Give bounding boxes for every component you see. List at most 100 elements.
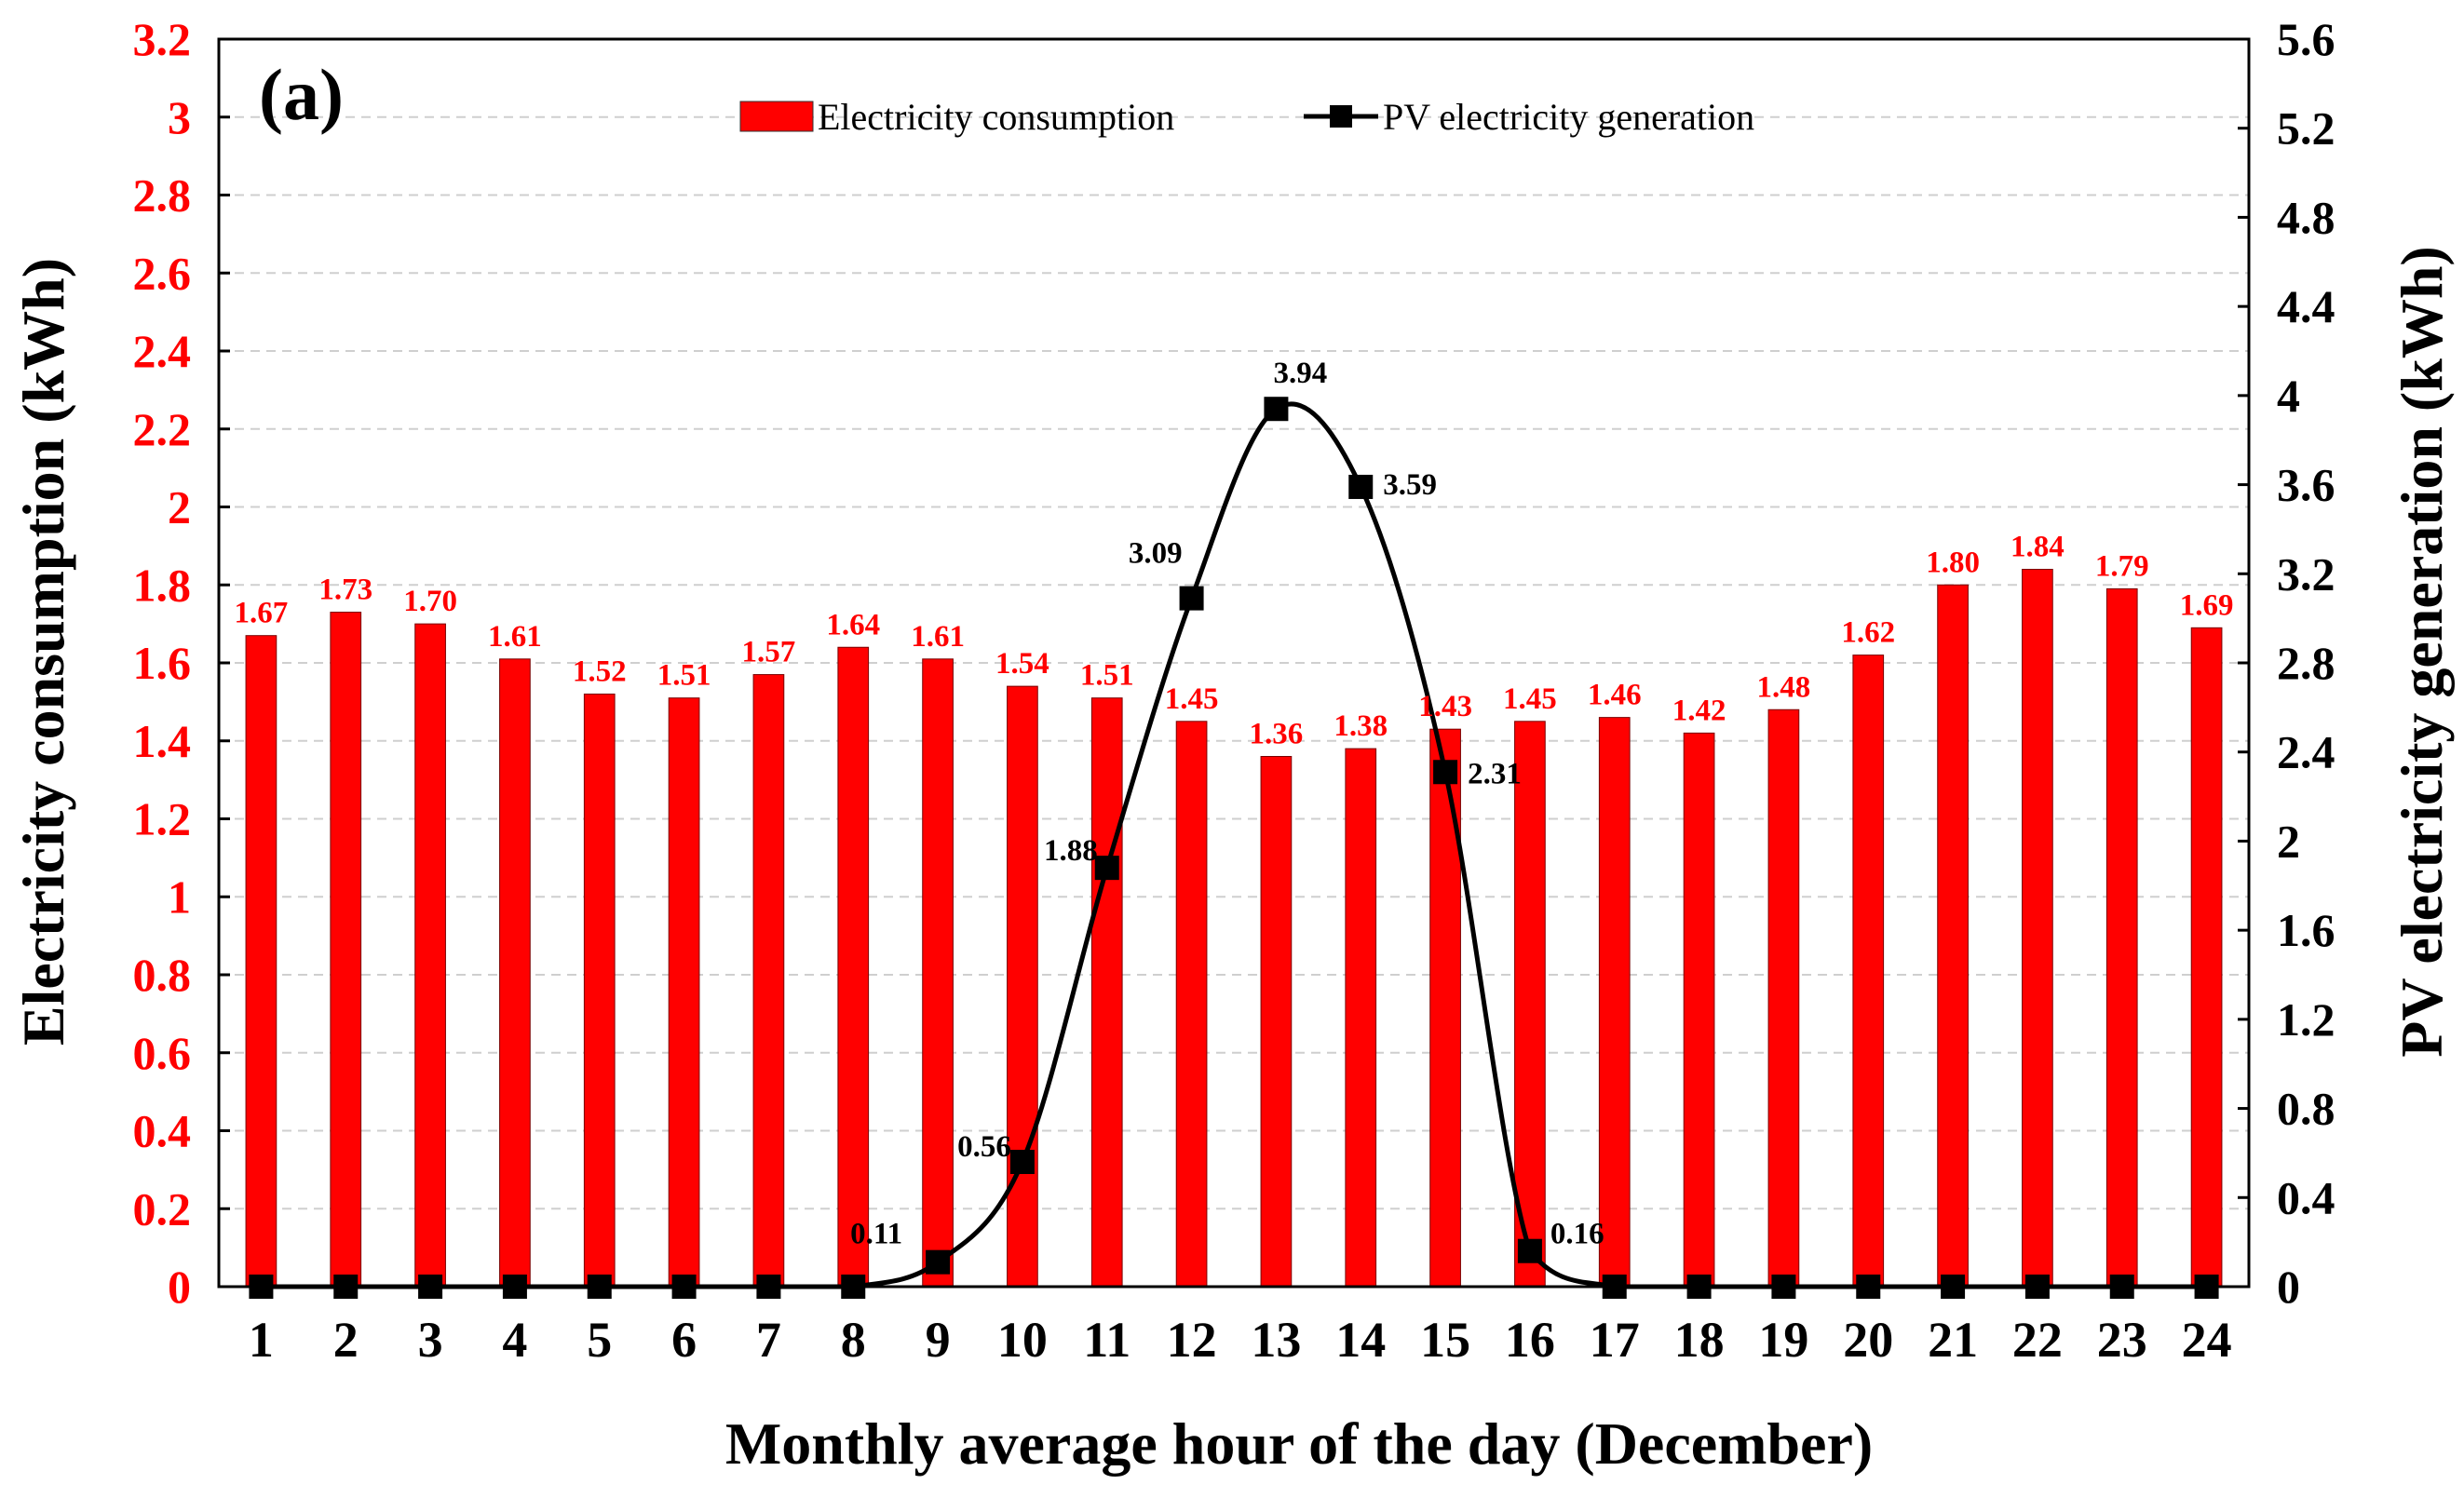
axes-layer: 0 0.2 0.4 0.6 0.8 1 1.2 1.4 1.6 1.8 2 2.2 2.4 2.6 2.8 3… xyxy=(133,13,2335,1368)
bars-layer xyxy=(245,569,2223,1288)
consumption-value-label: 1.79 xyxy=(2095,549,2149,583)
y-right-tick-label: 2 xyxy=(2277,815,2300,867)
y-right-tick-label: 4 xyxy=(2277,370,2300,422)
pv-value-label: 3.94 xyxy=(1274,357,1328,390)
y-left-tick-label: 3 xyxy=(168,91,191,143)
consumption-bar xyxy=(1937,584,1969,1288)
y-right-tick-label: 4.4 xyxy=(2277,280,2335,332)
x-tick-label: 17 xyxy=(1590,1312,1640,1368)
consumption-value-label: 1.36 xyxy=(1250,718,1304,751)
y-right-tick-label: 1.2 xyxy=(2277,993,2335,1046)
consumption-bar xyxy=(1767,709,1800,1288)
consumption-bar xyxy=(499,658,531,1288)
x-tick-label: 2 xyxy=(333,1312,359,1368)
pv-value-label: 2.31 xyxy=(1468,757,1522,790)
consumption-value-label: 1.38 xyxy=(1334,709,1388,743)
consumption-value-label: 1.51 xyxy=(1080,659,1134,693)
y-right-tick-label: 5.6 xyxy=(2277,13,2335,65)
x-tick-label: 20 xyxy=(1843,1312,1893,1368)
legend-swatch-consumption xyxy=(739,101,814,132)
y-left-tick-label: 1.8 xyxy=(133,559,192,611)
x-tick-label: 13 xyxy=(1251,1312,1301,1368)
y-left-tick-label: 1 xyxy=(168,870,191,923)
consumption-value-label: 1.64 xyxy=(826,608,880,641)
consumption-bar xyxy=(1429,728,1461,1288)
pv-value-label: 3.09 xyxy=(1129,537,1183,571)
x-tick-label: 10 xyxy=(997,1312,1048,1368)
panel-label: (a) xyxy=(259,54,344,135)
pv-point-marker xyxy=(1433,760,1458,785)
x-tick-label: 21 xyxy=(1928,1312,1978,1368)
consumption-bar xyxy=(1345,748,1377,1288)
x-tick-label: 22 xyxy=(2012,1312,2063,1368)
x-tick-label: 7 xyxy=(756,1312,781,1368)
y-left-tick-label: 0.6 xyxy=(133,1027,192,1079)
consumption-value-label: 1.51 xyxy=(657,659,711,693)
legend: Electricity consumption PV electricity g… xyxy=(739,96,1754,138)
x-tick-label: 12 xyxy=(1167,1312,1217,1368)
x-tick-label: 14 xyxy=(1335,1312,1386,1368)
y-right-tick-label: 0.4 xyxy=(2277,1171,2335,1223)
pv-value-label: 0.16 xyxy=(1550,1218,1604,1251)
consumption-value-label: 1.67 xyxy=(235,597,289,630)
x-tick-label: 23 xyxy=(2097,1312,2147,1368)
pv-value-label: 0.56 xyxy=(957,1130,1011,1164)
consumption-bar xyxy=(1683,732,1715,1288)
consumption-bar xyxy=(1514,721,1546,1288)
consumption-value-label: 1.62 xyxy=(1841,616,1895,650)
y-left-tick-label: 2 xyxy=(168,481,191,533)
consumption-value-label: 1.61 xyxy=(488,620,542,654)
y-left-tick-label: 0.8 xyxy=(133,949,192,1001)
consumption-bar xyxy=(1090,697,1123,1288)
x-tick-label: 16 xyxy=(1505,1312,1555,1368)
consumption-bar xyxy=(2190,627,2223,1288)
y-right-tick-label: 0 xyxy=(2277,1261,2300,1313)
y-left-tick-label: 0.2 xyxy=(133,1182,192,1235)
consumption-value-label: 1.61 xyxy=(911,620,965,654)
pv-point-marker xyxy=(1264,397,1289,422)
y-left-tick-label: 0.4 xyxy=(133,1105,192,1157)
y-left-tick-label: 3.2 xyxy=(133,13,192,65)
grid-layer xyxy=(219,115,2249,1210)
consumption-bar xyxy=(752,674,785,1288)
labels-layer: 1.67 1.73 1.70 1.61 1.52 1.51 1.57 1.64 1.61 1.54… xyxy=(235,357,2234,1250)
y-right-tick-label: 4.8 xyxy=(2277,191,2335,243)
consumption-value-label: 1.69 xyxy=(2180,588,2234,622)
y-right-tick-label: 1.6 xyxy=(2277,904,2335,956)
x-tick-label: 19 xyxy=(1758,1312,1808,1368)
y-left-tick-label: 2.4 xyxy=(133,325,192,377)
consumption-bar xyxy=(583,694,616,1288)
consumption-value-label: 1.42 xyxy=(1672,694,1726,727)
y-right-tick-label: 5.2 xyxy=(2277,102,2335,155)
pv-point-marker xyxy=(926,1249,951,1275)
consumption-bar xyxy=(1852,655,1885,1288)
pv-point-marker xyxy=(1348,474,1374,499)
y-right-tick-label: 3.6 xyxy=(2277,459,2335,511)
consumption-bar xyxy=(2105,587,2138,1288)
x-tick-label: 4 xyxy=(502,1312,527,1368)
pv-value-label: 0.11 xyxy=(850,1218,902,1251)
line-layer xyxy=(249,397,2219,1299)
pv-value-label: 1.88 xyxy=(1044,834,1098,868)
x-tick-label: 6 xyxy=(671,1312,697,1368)
x-axis-title: Monthly average hour of the day (Decembe… xyxy=(725,1410,1873,1477)
y-left-tick-label: 2.2 xyxy=(133,403,192,455)
consumption-value-label: 1.54 xyxy=(995,647,1049,681)
pv-point-marker xyxy=(1094,856,1119,881)
x-tick-label: 9 xyxy=(926,1312,951,1368)
consumption-value-label: 1.43 xyxy=(1418,690,1472,723)
y-right-tick-label: 3.2 xyxy=(2277,547,2335,600)
x-tick-label: 3 xyxy=(418,1312,443,1368)
y-left-tick-label: 2.8 xyxy=(133,169,192,222)
x-tick-label: 5 xyxy=(587,1312,612,1368)
x-tick-label: 24 xyxy=(2182,1312,2232,1368)
consumption-bar xyxy=(245,635,278,1288)
consumption-bar xyxy=(668,697,700,1288)
y-right-tick-label: 0.8 xyxy=(2277,1083,2335,1135)
x-tick-label: 8 xyxy=(841,1312,866,1368)
consumption-bar xyxy=(2022,569,2053,1288)
consumption-value-label: 1.57 xyxy=(742,636,796,669)
consumption-value-label: 1.52 xyxy=(573,655,627,689)
x-tick-label: 18 xyxy=(1674,1312,1725,1368)
